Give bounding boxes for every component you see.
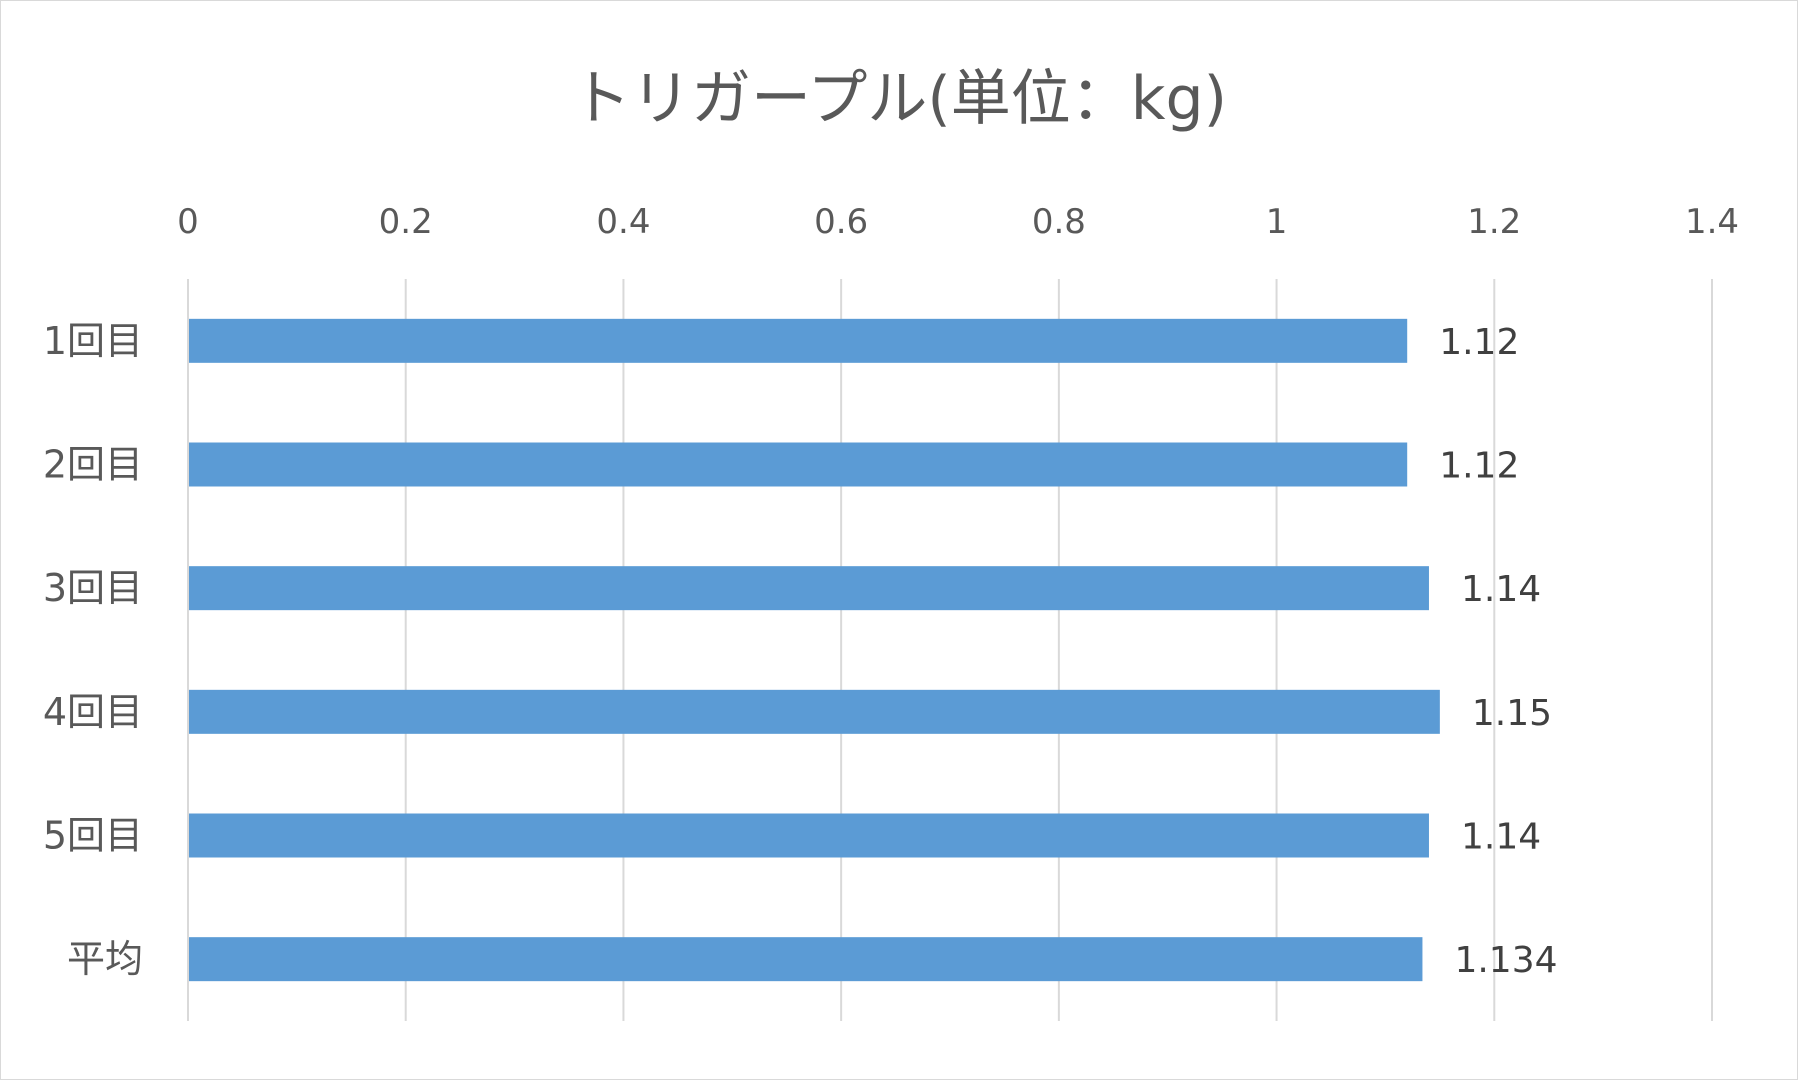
- category-label: 5回目: [43, 814, 143, 858]
- bar: [189, 566, 1429, 611]
- bar: [189, 318, 1408, 363]
- chart-title: トリガープル(単位：kg): [571, 64, 1227, 134]
- bar: [189, 689, 1440, 734]
- data-label: 1.134: [1454, 940, 1557, 981]
- x-tick-label: 0.4: [596, 202, 650, 242]
- x-tick-label: 1.4: [1685, 202, 1739, 242]
- x-tick-label: 0.8: [1032, 202, 1086, 242]
- x-tick-label: 0.2: [379, 202, 433, 242]
- x-tick-label: 1.2: [1467, 202, 1521, 242]
- data-label: 1.14: [1461, 569, 1541, 610]
- x-tick-label: 0.6: [814, 202, 868, 242]
- bars: [189, 318, 1440, 982]
- category-label: 3回目: [43, 566, 143, 610]
- data-label: 1.15: [1472, 693, 1552, 734]
- bar: [189, 937, 1423, 982]
- data-label: 1.12: [1439, 446, 1519, 487]
- x-axis-ticks: 0 0.2 0.4 0.6 0.8 1 1.2 1.4: [177, 202, 1739, 242]
- x-tick-label: 0: [177, 202, 199, 242]
- bar: [189, 442, 1408, 487]
- x-tick-label: 1: [1266, 202, 1288, 242]
- data-label: 1.12: [1439, 322, 1519, 363]
- category-label: 平均: [67, 937, 143, 981]
- data-labels: 1.12 1.12 1.14 1.15 1.14 1.134: [1439, 322, 1557, 981]
- data-label: 1.14: [1461, 817, 1541, 858]
- category-label: 2回目: [43, 443, 143, 487]
- bar: [189, 813, 1429, 858]
- gridlines: [187, 279, 1713, 1021]
- category-label: 4回目: [43, 690, 143, 734]
- category-label: 1回目: [43, 319, 143, 363]
